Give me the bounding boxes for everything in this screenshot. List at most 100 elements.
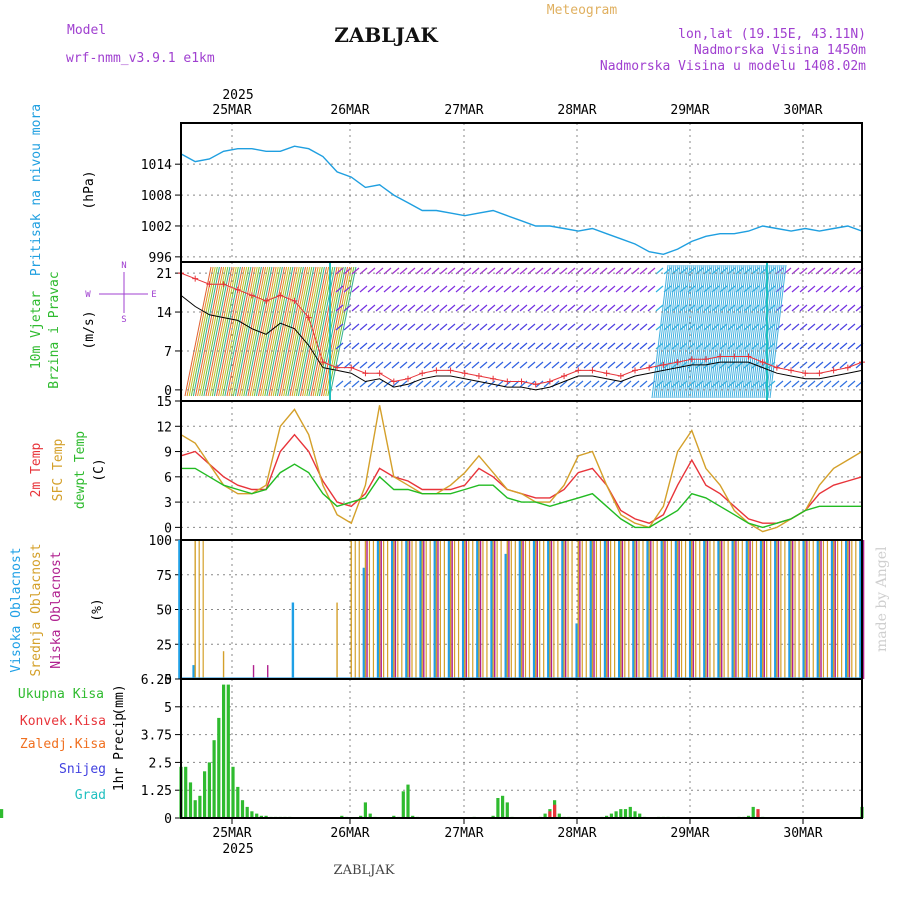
wind-arrow [503, 361, 512, 369]
wind-arrow [783, 323, 792, 331]
wind-arrow [495, 323, 504, 331]
wind-arrow [567, 285, 576, 293]
wind-arrow [495, 285, 504, 293]
precip-bar [628, 806, 632, 818]
date-label-bottom: 27MAR [444, 826, 483, 841]
wind-arrow [815, 323, 824, 331]
wind-arrow [455, 285, 464, 293]
precip-bar [212, 740, 216, 818]
wind-arrow [591, 267, 600, 275]
wind-barb [287, 266, 315, 397]
wind-arrow [535, 267, 544, 275]
wind-arrow [607, 380, 616, 388]
wind-arrow [511, 267, 520, 275]
wind-arrow [431, 304, 440, 312]
wind-arrow [351, 380, 360, 388]
wind-barb [251, 266, 279, 397]
wind-arrow [743, 304, 752, 312]
wind-barb [262, 266, 290, 397]
wind-arrow [591, 285, 600, 293]
wind-arrow [415, 380, 424, 388]
date-label-top: 26MAR [330, 103, 369, 118]
precip-bar [392, 815, 396, 818]
wind-arrow [391, 342, 400, 350]
precip-bar [231, 766, 235, 818]
panel-frame [180, 122, 863, 263]
wind-arrow [759, 304, 768, 312]
wind-arrow [351, 285, 360, 293]
wind-arrow [423, 380, 432, 388]
wind-arrow [823, 285, 832, 293]
wind-arrow [471, 361, 480, 369]
wind-arrow [391, 323, 400, 331]
y-tick-label: 996 [149, 251, 172, 266]
wind-arrow [583, 267, 592, 275]
y-tick-label: 50 [156, 604, 172, 619]
wind-barb [691, 264, 709, 399]
wind-arrow [623, 361, 632, 369]
wind-arrow [583, 342, 592, 350]
wind-arrow [375, 323, 384, 331]
wind-barb [745, 264, 763, 399]
wind-arrow [743, 323, 752, 331]
wind-arrow [647, 304, 656, 312]
wind-arrow [607, 285, 616, 293]
footer-title: ZABLJAK [334, 863, 395, 878]
wind-arrow [447, 267, 456, 275]
wind-barb [713, 264, 731, 399]
wind-arrow [751, 342, 760, 350]
wind-arrow [823, 267, 832, 275]
y-tick-label: 0 [164, 812, 172, 827]
precip-bar [188, 782, 193, 818]
wind-arrow [559, 380, 568, 388]
wind-arrow [407, 285, 416, 293]
wind-arrow [727, 342, 736, 350]
wind-arrow [791, 304, 800, 312]
wind-arrow [511, 342, 520, 350]
wind-barb [659, 264, 677, 399]
wind-barb [285, 266, 313, 397]
wind-arrow [775, 380, 784, 388]
wind-arrow [607, 361, 616, 369]
wind-ylabel: 10m Vjetar [29, 291, 44, 369]
wind-arrow [415, 323, 424, 331]
precip-bar [363, 802, 367, 818]
gust-marker [291, 297, 298, 304]
legend-total-rain: Ukupna Kisa [18, 687, 104, 702]
wind-arrow [391, 304, 400, 312]
wind-arrow [455, 342, 464, 350]
wind-arrow [831, 342, 840, 350]
wind-barb [767, 264, 785, 399]
wind-arrow [439, 361, 448, 369]
wind-arrow [479, 380, 488, 388]
wind-arrow [823, 304, 832, 312]
wind-arrow [671, 342, 680, 350]
precip-bar [207, 762, 211, 818]
wind-barb [218, 266, 246, 397]
wind-arrow [567, 361, 576, 369]
wind-arrow [423, 323, 432, 331]
year-top: 2025 [222, 88, 253, 103]
legend-conv-rain: Konvek.Kisa [20, 714, 106, 729]
wind-arrow [543, 267, 552, 275]
wind-arrow [455, 361, 464, 369]
gust-marker [759, 359, 766, 366]
wind-arrow [375, 380, 384, 388]
precip-bar [264, 815, 268, 818]
wind-arrow [455, 380, 464, 388]
wind-arrow [631, 380, 640, 388]
wind-arrow [463, 342, 472, 350]
wind-arrow [663, 323, 672, 331]
wind-arrow [375, 342, 384, 350]
wind-arrow [479, 304, 488, 312]
wind-arrow [839, 323, 848, 331]
wind-barb [721, 264, 739, 399]
wind-barb [281, 266, 309, 397]
wind-arrow [431, 361, 440, 369]
wind-arrow [463, 285, 472, 293]
wind-arrow [671, 304, 680, 312]
wind-arrow [527, 323, 536, 331]
cloud-bar [638, 539, 644, 679]
year-bottom: 2025 [222, 842, 253, 857]
cloud-bar [837, 539, 843, 679]
